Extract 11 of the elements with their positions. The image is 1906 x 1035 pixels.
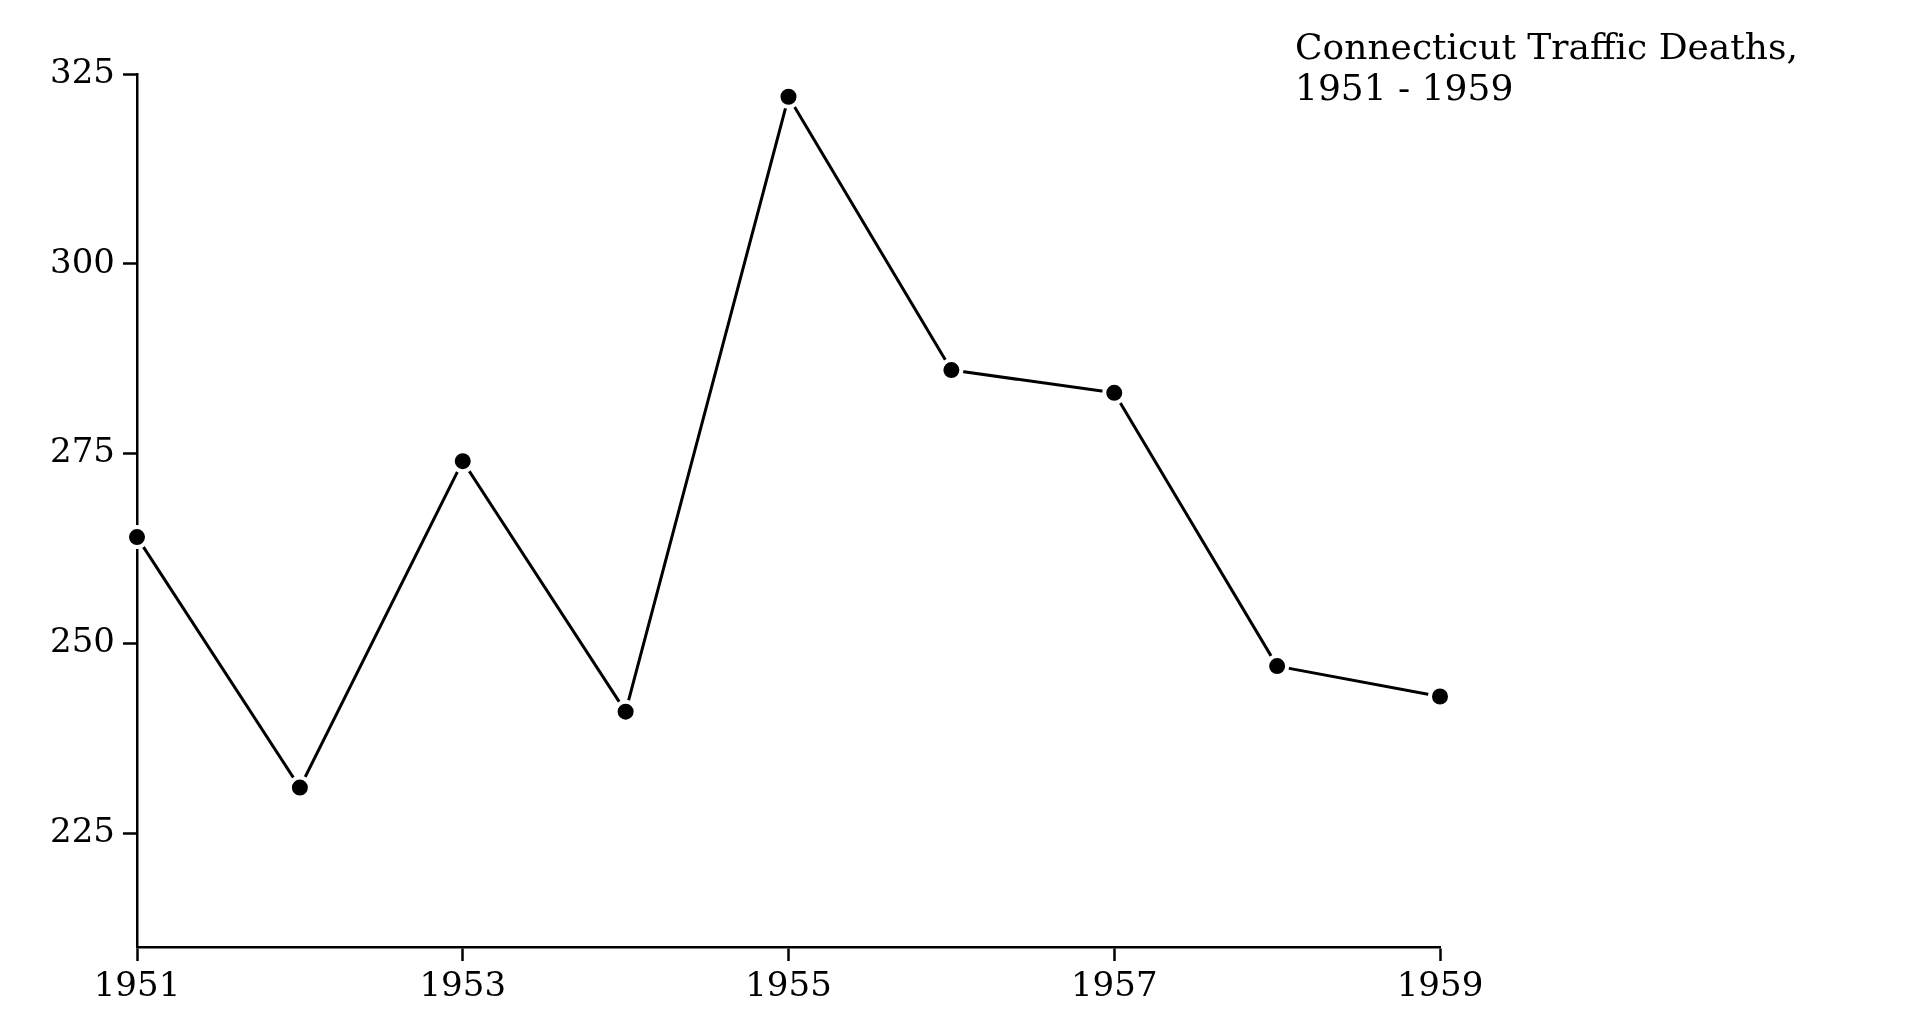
x-tick-label: 1951 xyxy=(93,964,181,1005)
x-tick-label: 1955 xyxy=(745,964,832,1005)
x-tick-label: 1953 xyxy=(419,964,507,1005)
y-tick-label: 225 xyxy=(50,809,115,850)
y-tick-label: 250 xyxy=(50,620,115,661)
y-tick-label: 325 xyxy=(50,50,115,91)
text: Connecticut Traffic Deaths, 1951 - 1959 xyxy=(1295,26,1798,109)
x-tick-label: 1959 xyxy=(1396,964,1484,1005)
y-tick-label: 275 xyxy=(50,430,115,471)
x-tick-label: 1957 xyxy=(1070,964,1158,1005)
y-tick-label: 300 xyxy=(50,240,115,281)
